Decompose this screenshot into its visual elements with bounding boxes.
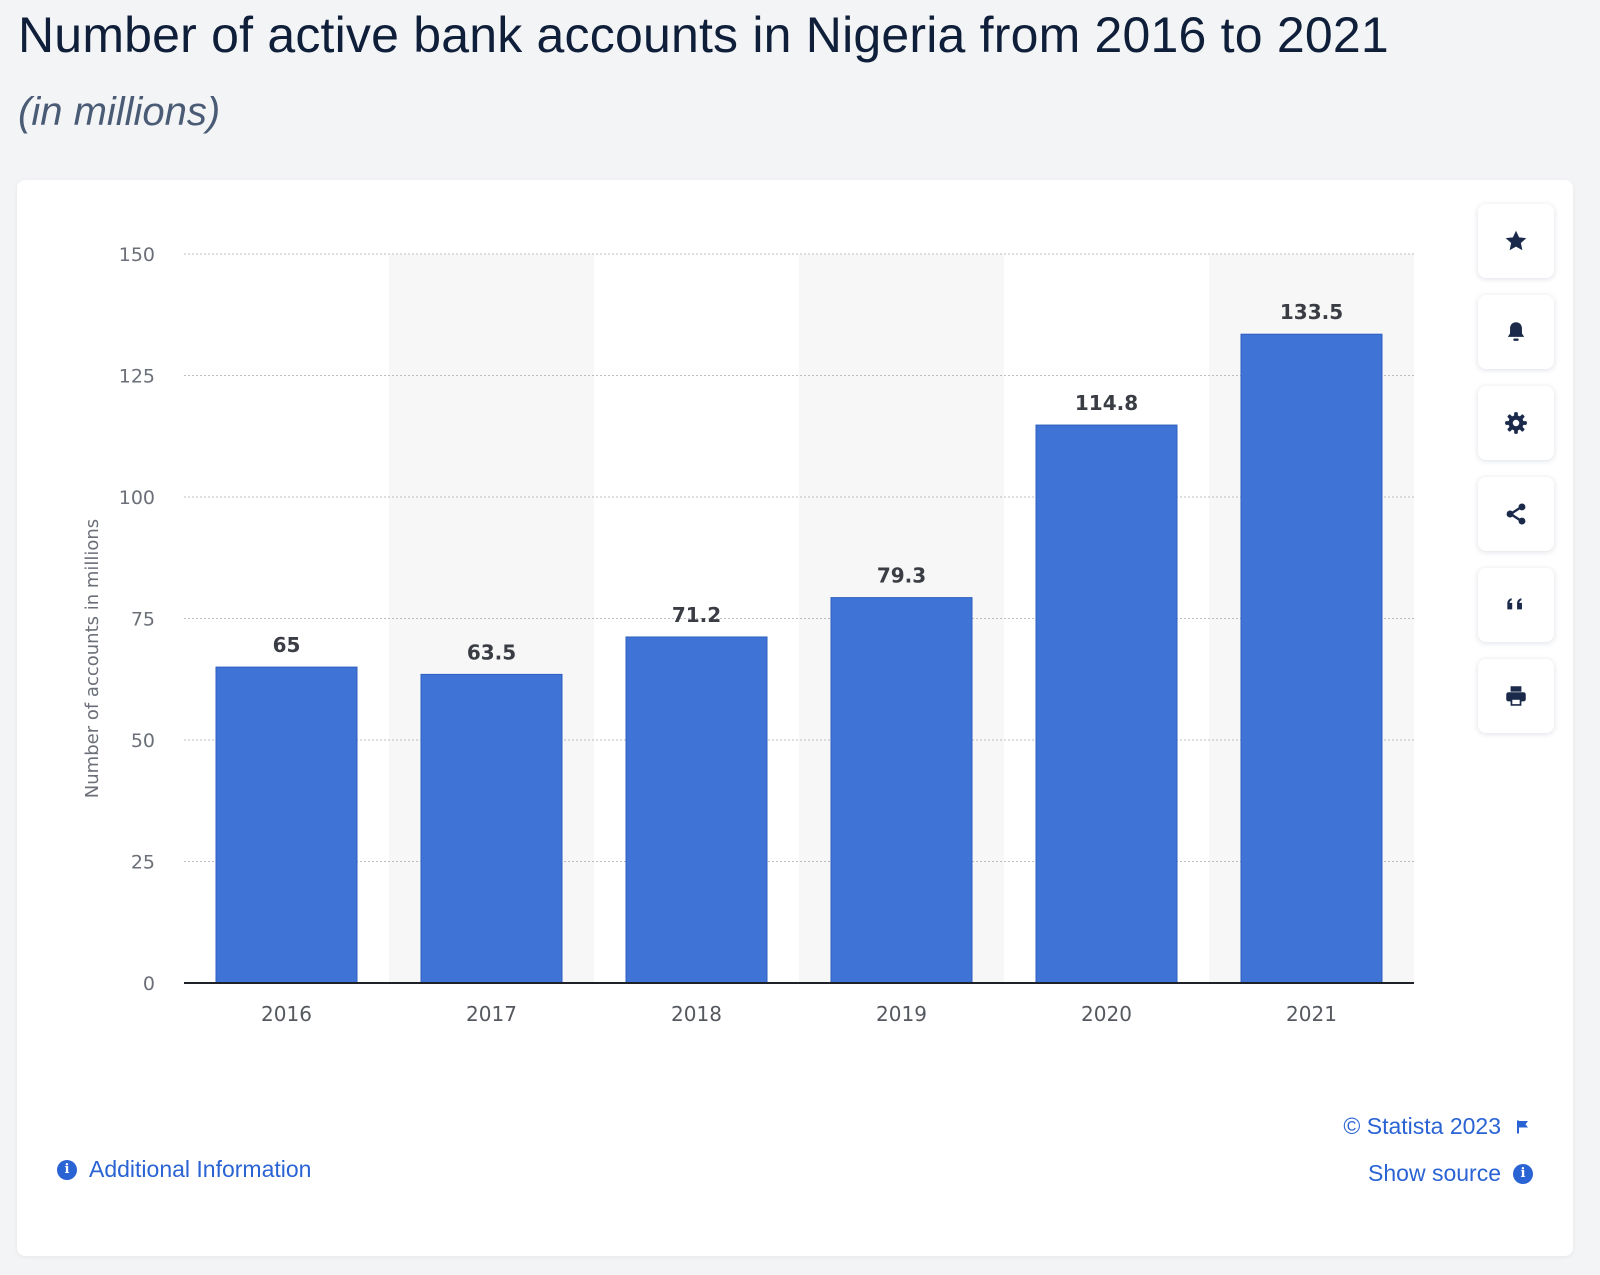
flag-icon (1517, 1120, 1528, 1133)
additional-information-label: Additional Information (89, 1156, 312, 1182)
x-tick-label: 2021 (1286, 1002, 1337, 1026)
bar-2021 (1240, 333, 1383, 984)
share-icon (1506, 503, 1526, 525)
additional-information-link[interactable]: i Additional Information (57, 1156, 311, 1183)
data-label: 71.2 (672, 603, 721, 627)
bar-2020 (1035, 424, 1178, 984)
data-label: 63.5 (467, 640, 516, 664)
settings-button[interactable] (1478, 386, 1554, 460)
y-tick-label: 75 (131, 609, 155, 631)
bar-2019 (830, 597, 973, 984)
info-icon: i (1513, 1163, 1533, 1184)
gear-icon (1505, 412, 1527, 434)
print-button[interactable] (1478, 659, 1554, 733)
x-tick-label: 2016 (261, 1002, 312, 1026)
data-label: 79.3 (877, 564, 926, 588)
favorite-button[interactable] (1478, 204, 1554, 278)
info-icon: i (57, 1159, 77, 1180)
chart-card: 0 25 50 75 100 125 150 Number of accounts in mi… (17, 180, 1573, 1256)
bar-2016 (215, 666, 358, 984)
quote-icon (1507, 598, 1522, 610)
bell-icon (1507, 322, 1525, 341)
page-title: Number of active bank accounts in Nigeri… (18, 7, 1389, 63)
page-subtitle: (in millions) (18, 90, 221, 134)
star-icon (1505, 230, 1527, 251)
x-tick-label: 2017 (466, 1002, 517, 1026)
data-label: 65 (273, 633, 301, 657)
x-tick-label: 2018 (671, 1002, 722, 1026)
bar-2017 (420, 673, 563, 984)
x-tick-label: 2019 (876, 1002, 927, 1026)
data-label: 114.8 (1075, 391, 1138, 415)
chart-toolbar (1478, 204, 1554, 750)
cite-button[interactable] (1478, 568, 1554, 642)
notification-button[interactable] (1478, 295, 1554, 369)
y-tick-label: 0 (143, 973, 155, 995)
show-source-link[interactable]: Show source i (1368, 1160, 1533, 1187)
data-label: 133.5 (1280, 300, 1343, 324)
y-tick-label: 100 (119, 487, 155, 509)
y-tick-label: 25 (131, 852, 155, 874)
bar-2018 (625, 636, 768, 984)
y-tick-label: 50 (131, 730, 155, 752)
y-tick-label: 150 (119, 244, 155, 266)
share-button[interactable] (1478, 477, 1554, 551)
bar-chart: 0 25 50 75 100 125 150 Number of accounts in mi… (82, 244, 1414, 1026)
y-tick-label: 125 (119, 366, 155, 388)
copyright-label: © Statista 2023 (1343, 1113, 1501, 1139)
show-source-label: Show source (1368, 1160, 1501, 1186)
print-icon (1506, 686, 1526, 706)
x-tick-label: 2020 (1081, 1002, 1132, 1026)
statista-copyright-link[interactable]: © Statista 2023 (1343, 1113, 1531, 1140)
y-axis-title: Number of accounts in millions (82, 519, 103, 798)
